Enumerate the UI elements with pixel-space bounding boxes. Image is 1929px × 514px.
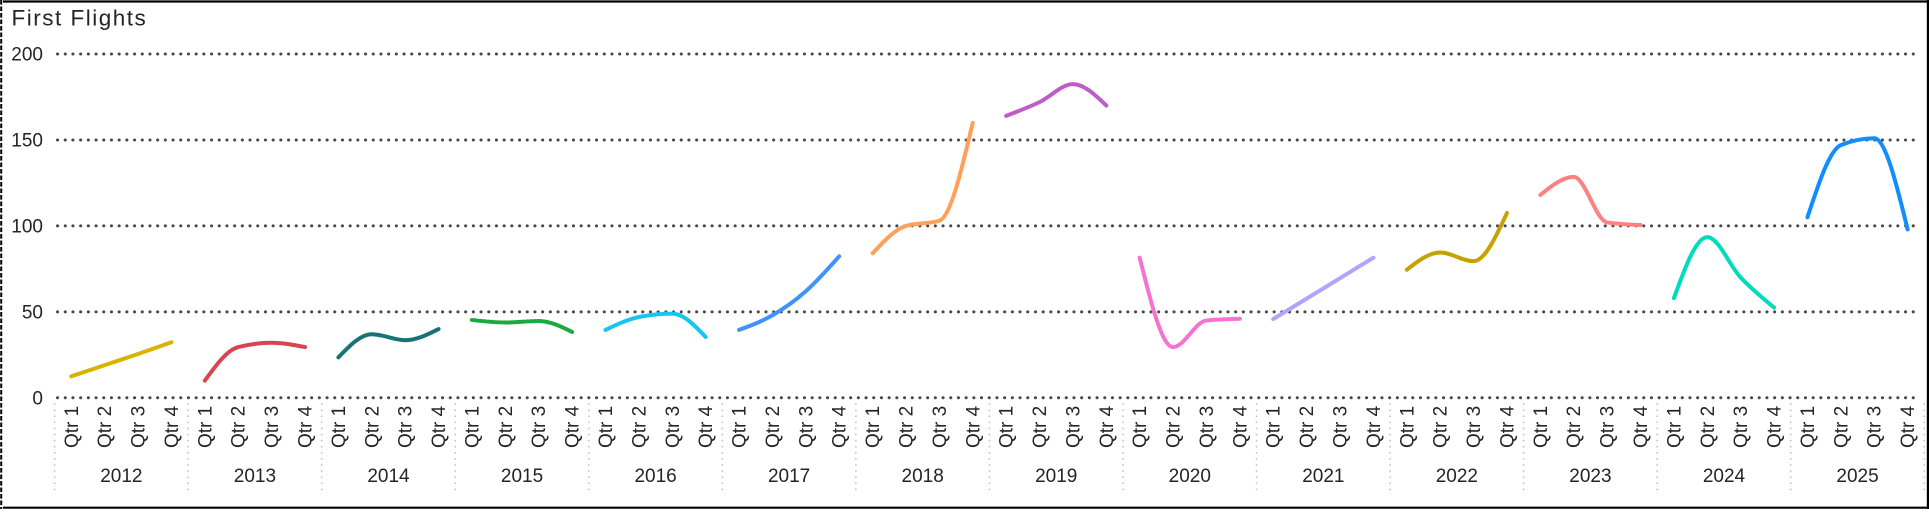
svg-text:Qtr 4: Qtr 4 [162,405,183,448]
svg-text:Qtr 2: Qtr 2 [496,406,517,448]
svg-text:2022: 2022 [1436,466,1478,487]
svg-text:Qtr 1: Qtr 1 [730,406,751,448]
svg-text:Qtr 3: Qtr 3 [1464,406,1485,448]
svg-text:2016: 2016 [634,466,676,487]
svg-text:Qtr 2: Qtr 2 [1431,406,1452,448]
svg-text:First Flights: First Flights [12,5,148,30]
svg-text:50: 50 [22,303,43,324]
svg-text:2023: 2023 [1569,466,1611,487]
svg-text:2025: 2025 [1836,466,1878,487]
svg-text:Qtr 3: Qtr 3 [262,406,283,448]
svg-text:Qtr 3: Qtr 3 [396,406,417,448]
svg-text:Qtr 4: Qtr 4 [1230,405,1251,448]
svg-text:Qtr 4: Qtr 4 [1898,405,1919,448]
svg-text:Qtr 3: Qtr 3 [663,406,684,448]
svg-text:Qtr 4: Qtr 4 [1097,405,1118,448]
svg-text:2024: 2024 [1703,466,1746,487]
svg-text:2017: 2017 [768,466,810,487]
svg-text:Qtr 4: Qtr 4 [1765,405,1786,448]
svg-text:Qtr 4: Qtr 4 [963,405,984,448]
svg-text:100: 100 [11,217,43,238]
svg-text:Qtr 3: Qtr 3 [1598,406,1619,448]
svg-text:2015: 2015 [501,466,543,487]
svg-text:Qtr 2: Qtr 2 [362,406,383,448]
svg-text:Qtr 4: Qtr 4 [1631,405,1652,448]
svg-text:Qtr 4: Qtr 4 [830,405,851,448]
svg-text:Qtr 2: Qtr 2 [95,406,116,448]
svg-text:Qtr 3: Qtr 3 [529,406,550,448]
svg-text:2014: 2014 [367,466,410,487]
svg-text:Qtr 1: Qtr 1 [1397,406,1418,448]
svg-text:2021: 2021 [1302,466,1344,487]
svg-text:Qtr 3: Qtr 3 [129,406,150,448]
svg-text:Qtr 1: Qtr 1 [1798,406,1819,448]
svg-text:Qtr 1: Qtr 1 [863,406,884,448]
svg-text:Qtr 1: Qtr 1 [1130,406,1151,448]
svg-text:Qtr 1: Qtr 1 [1264,406,1285,448]
svg-text:Qtr 3: Qtr 3 [1865,406,1886,448]
svg-text:Qtr 1: Qtr 1 [1531,406,1552,448]
svg-text:Qtr 1: Qtr 1 [195,406,216,448]
svg-text:Qtr 3: Qtr 3 [1731,406,1752,448]
svg-text:Qtr 4: Qtr 4 [1497,405,1518,448]
svg-text:Qtr 3: Qtr 3 [1063,406,1084,448]
svg-text:Qtr 4: Qtr 4 [696,405,717,448]
svg-text:Qtr 2: Qtr 2 [896,406,917,448]
svg-text:Qtr 4: Qtr 4 [563,405,584,448]
svg-text:Qtr 2: Qtr 2 [1698,406,1719,448]
svg-text:2020: 2020 [1169,466,1211,487]
svg-text:Qtr 2: Qtr 2 [763,406,784,448]
svg-text:Qtr 2: Qtr 2 [1831,406,1852,448]
svg-text:Qtr 2: Qtr 2 [1164,406,1185,448]
svg-text:Qtr 2: Qtr 2 [1564,406,1585,448]
svg-text:Qtr 3: Qtr 3 [1197,406,1218,448]
svg-text:Qtr 3: Qtr 3 [796,406,817,448]
svg-text:Qtr 2: Qtr 2 [629,406,650,448]
svg-text:2013: 2013 [234,466,276,487]
svg-text:Qtr 2: Qtr 2 [1030,406,1051,448]
svg-text:Qtr 4: Qtr 4 [1364,405,1385,448]
svg-text:Qtr 1: Qtr 1 [1664,406,1685,448]
svg-text:150: 150 [11,131,43,152]
svg-text:Qtr 2: Qtr 2 [229,406,250,448]
svg-text:2019: 2019 [1035,466,1077,487]
svg-text:Qtr 4: Qtr 4 [429,405,450,448]
svg-text:2018: 2018 [902,466,944,487]
svg-text:Qtr 2: Qtr 2 [1297,406,1318,448]
svg-text:0: 0 [32,389,43,410]
svg-text:Qtr 3: Qtr 3 [930,406,951,448]
svg-text:Qtr 1: Qtr 1 [997,406,1018,448]
svg-text:200: 200 [11,45,43,66]
svg-text:2012: 2012 [100,466,142,487]
svg-text:Qtr 1: Qtr 1 [329,406,350,448]
svg-text:Qtr 1: Qtr 1 [596,406,617,448]
svg-text:Qtr 4: Qtr 4 [296,405,317,448]
svg-text:Qtr 1: Qtr 1 [62,406,83,448]
svg-text:Qtr 3: Qtr 3 [1331,406,1352,448]
svg-text:Qtr 1: Qtr 1 [462,406,483,448]
